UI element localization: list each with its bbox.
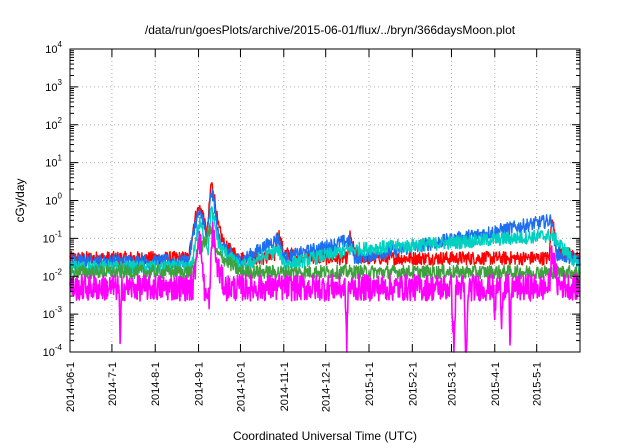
x-tick-label: 2015-3-1 (446, 362, 458, 406)
y-tick-label: 100 (45, 192, 62, 208)
y-tick-label: 104 (45, 40, 62, 56)
tick-marks (69, 48, 580, 353)
chart-title: /data/run/goesPlots/archive/2015-06-01/f… (145, 23, 516, 37)
y-tick-label: 101 (45, 154, 62, 170)
x-tick-label: 2014-10-1 (235, 362, 247, 412)
x-tick-label: 2014-7-1 (107, 362, 119, 406)
x-tick-label: 2014-12-1 (321, 362, 333, 412)
series-line (69, 188, 581, 269)
y-tick-label: 103 (45, 78, 62, 94)
y-tick-label: 102 (45, 116, 62, 132)
x-tick-labels: 2014-06-1 2014-7-1 2014-8-1 2014-9-1 2014-10… (65, 362, 544, 412)
x-tick-label: 2015-1-1 (364, 362, 376, 406)
x-tick-label: 2014-9-1 (194, 362, 206, 406)
x-tick-label: 2015-5-1 (532, 362, 544, 406)
x-tick-label: 2014-06-1 (65, 362, 77, 412)
series-group (69, 182, 581, 353)
series-line (69, 224, 581, 280)
series-line (69, 206, 581, 275)
y-tick-label: 10-3 (43, 305, 63, 321)
y-tick-label: 10-1 (43, 229, 63, 245)
y-tick-label: 10-2 (43, 267, 63, 283)
series-line (69, 221, 581, 353)
x-axis-label: Coordinated Universal Time (UTC) (233, 429, 417, 443)
x-tick-label: 2014-11-1 (279, 362, 291, 411)
x-tick-label: 2015-2-1 (407, 362, 419, 406)
grid (70, 49, 580, 352)
x-tick-label: 2015-4-1 (490, 362, 502, 406)
x-tick-label: 2014-8-1 (150, 362, 162, 406)
y-tick-labels: 10-4 10-3 10-2 10-1 100 101 102 103 104 (43, 40, 63, 359)
y-axis-label: cGy/day (13, 178, 27, 222)
y-tick-label: 10-4 (43, 343, 63, 359)
